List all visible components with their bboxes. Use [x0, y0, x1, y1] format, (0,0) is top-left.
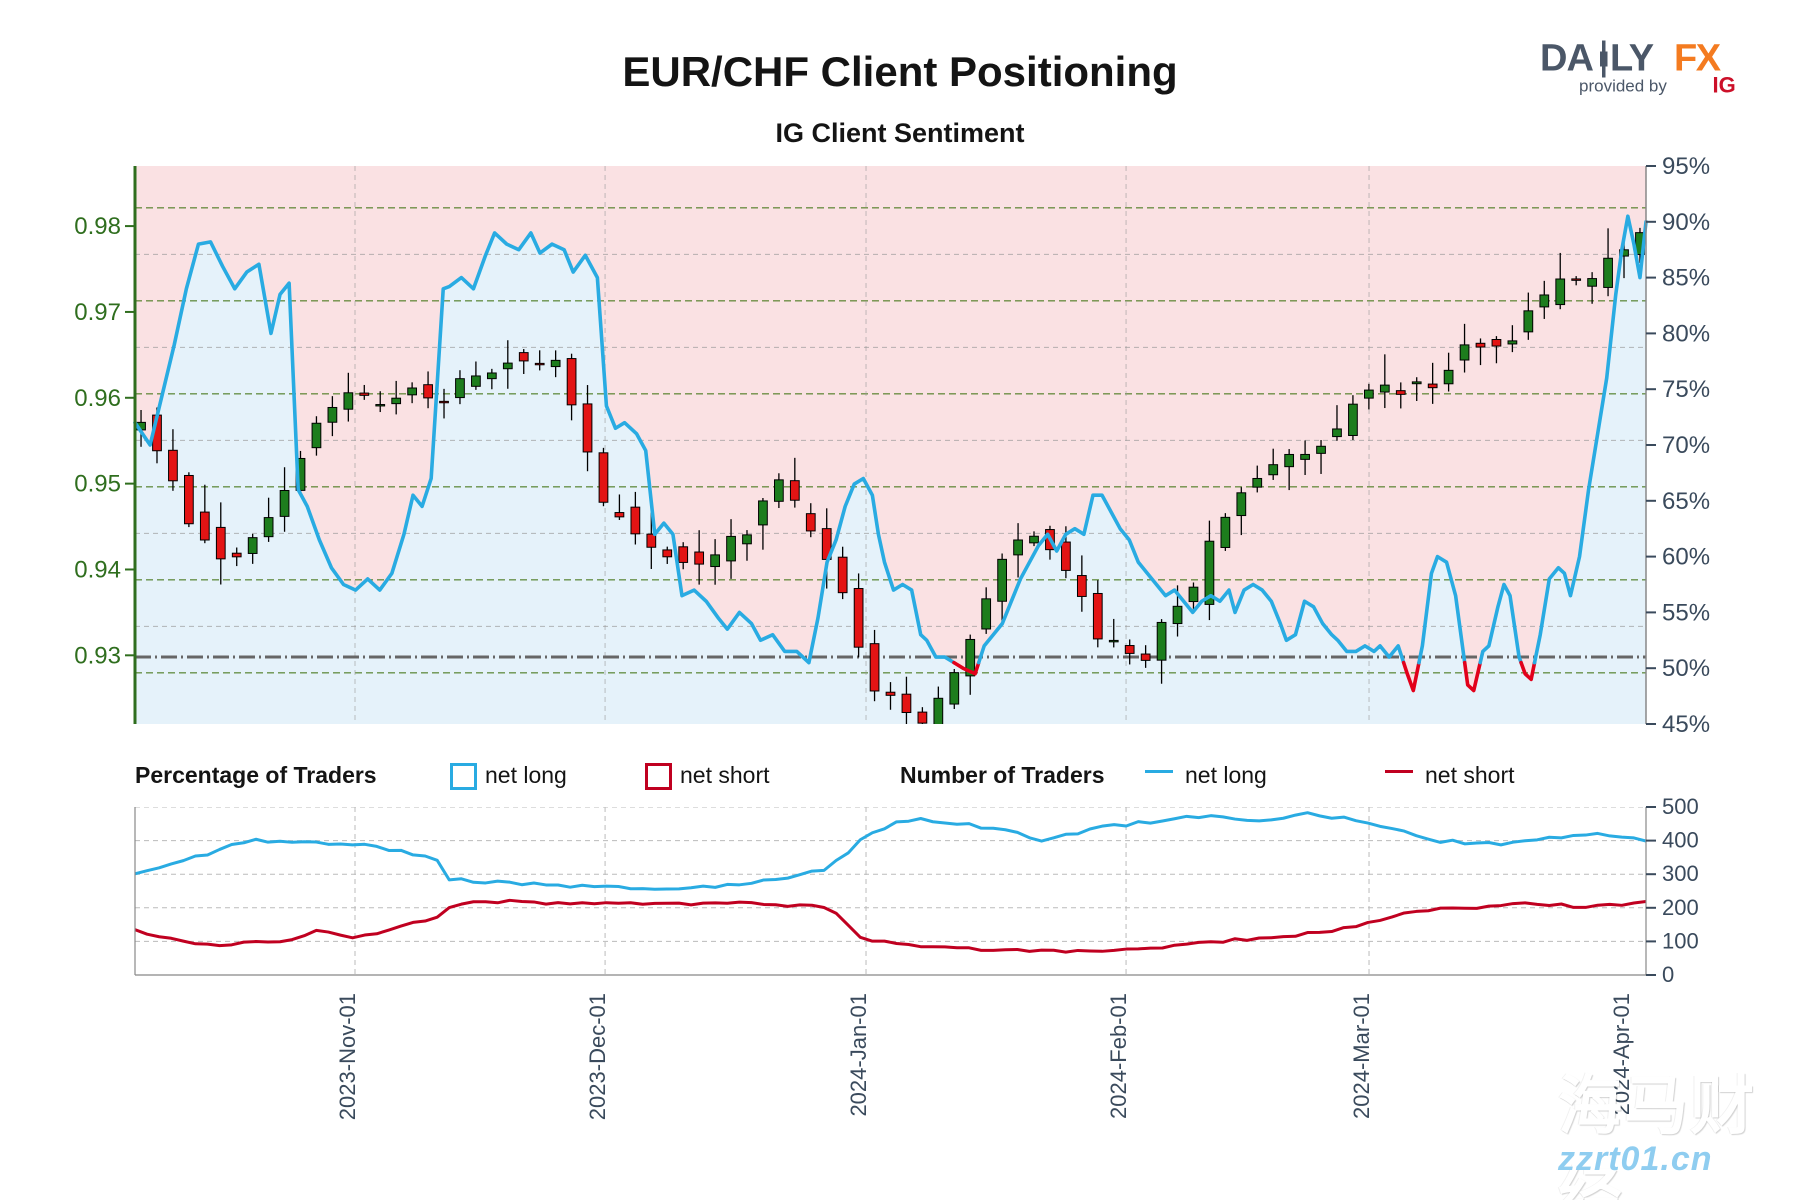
svg-text:0: 0 — [1662, 962, 1674, 987]
svg-text:2024-Mar-01: 2024-Mar-01 — [1349, 993, 1374, 1119]
svg-text:400: 400 — [1662, 828, 1699, 853]
svg-text:300: 300 — [1662, 861, 1699, 886]
svg-text:2024-Jan-01: 2024-Jan-01 — [846, 993, 871, 1117]
svg-text:2023-Dec-01: 2023-Dec-01 — [585, 993, 610, 1120]
svg-text:100: 100 — [1662, 928, 1699, 953]
svg-text:500: 500 — [1662, 794, 1699, 819]
svg-text:2024-Feb-01: 2024-Feb-01 — [1106, 993, 1131, 1119]
svg-text:200: 200 — [1662, 895, 1699, 920]
svg-text:2023-Nov-01: 2023-Nov-01 — [335, 993, 360, 1120]
